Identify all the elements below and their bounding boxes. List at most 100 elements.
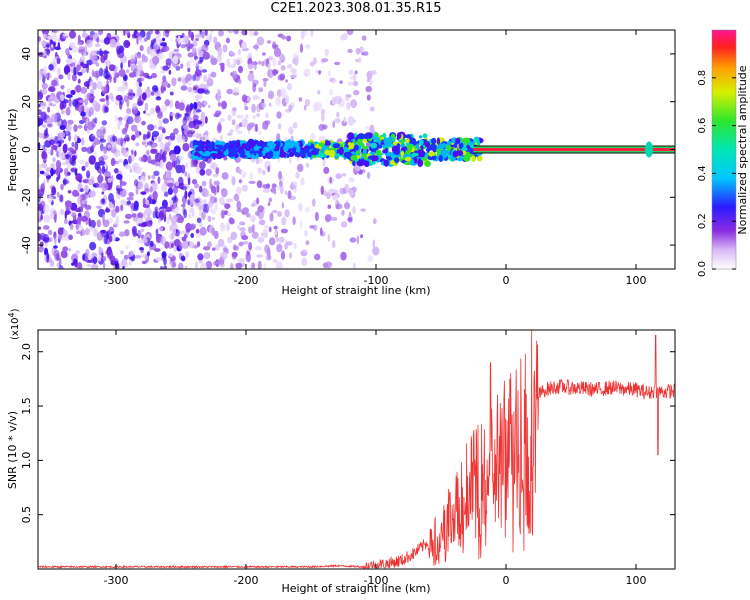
spectrogram-speckle — [79, 188, 84, 193]
spectrogram-speckle — [67, 147, 74, 152]
spectrogram-speckle — [360, 234, 363, 239]
spectrogram-speckle — [159, 236, 166, 245]
spectrogram-speckle — [154, 162, 161, 167]
echo-trace-blob — [422, 133, 428, 138]
spectrogram-speckle — [173, 128, 179, 135]
echo-trace-blob — [298, 140, 303, 148]
spectrogram-speckle — [175, 65, 181, 71]
spectrogram-speckle — [350, 99, 358, 109]
spectrogram-speckle — [154, 152, 162, 162]
spectrogram-speckle — [215, 261, 222, 265]
spectrogram-speckle — [194, 198, 200, 203]
spectrogram-speckle — [123, 254, 129, 260]
spectrogram-speckle — [135, 142, 140, 147]
spectrogram-speckle — [68, 42, 76, 49]
spectrogram-heatmap — [38, 30, 675, 269]
spectrogram-speckle — [196, 217, 202, 224]
spectrogram-speckle — [91, 54, 99, 65]
spectrogram-speckle — [38, 164, 42, 172]
spectrogram-speckle — [199, 226, 207, 236]
spectrogram-speckle — [288, 126, 294, 135]
spectrogram-speckle — [258, 131, 263, 136]
spectrogram-speckle — [257, 236, 265, 243]
echo-trace-blob — [238, 149, 246, 155]
spectrogram-speckle — [127, 253, 133, 258]
spectrogram-speckle — [43, 225, 50, 230]
spectrogram-speckle — [39, 241, 44, 248]
spectrogram-speckle — [104, 60, 112, 67]
spectrogram-speckle — [372, 239, 375, 249]
echo-trace-blob — [375, 149, 382, 156]
echo-trace-blob — [347, 141, 355, 150]
spectrogram-speckle — [289, 74, 297, 79]
echo-trace-blob — [444, 152, 448, 159]
echo-trace-blob — [343, 146, 348, 151]
spectrogram-speckle — [251, 231, 259, 239]
echo-trace-blob — [429, 143, 437, 151]
echo-trace-blob — [447, 141, 452, 145]
spectrogram-speckle — [138, 81, 143, 87]
spectrogram-speckle — [143, 72, 150, 78]
spectrogram-speckle — [153, 124, 157, 129]
spectrogram-speckle — [42, 233, 50, 244]
spectrogram-speckle — [256, 113, 261, 117]
echo-trace-blob — [404, 161, 412, 166]
spectrogram-speckle — [199, 168, 206, 176]
spectrogram-speckle — [310, 133, 316, 141]
spectrogram-speckle — [347, 217, 353, 222]
spectrogram-speckle — [226, 132, 233, 136]
spectrogram-speckle — [160, 70, 166, 74]
spectrogram-speckle — [77, 206, 84, 213]
spectrogram-speckle — [59, 125, 66, 130]
spectrogram-speckle — [271, 210, 278, 214]
spectrogram-speckle — [95, 43, 101, 48]
spectrogram-speckle — [184, 251, 189, 259]
spectrogram-speckle — [226, 58, 231, 67]
spectrogram-speckle — [113, 168, 119, 174]
spectrogram-speckle — [196, 241, 201, 247]
echo-trace-blob — [394, 157, 400, 163]
spectrogram-speckle — [92, 141, 96, 148]
spectrogram-speckle — [159, 226, 164, 232]
saturated-band-core — [473, 148, 675, 151]
spectrogram-speckle — [164, 241, 170, 249]
spectrogram-speckle — [159, 133, 163, 139]
spectrogram-speckle — [39, 170, 45, 175]
spectrogram-speckle — [104, 172, 111, 177]
spectrogram-speckle — [174, 100, 180, 110]
spectrogram-speckle — [268, 226, 272, 233]
spectrogram-speckle — [165, 170, 173, 179]
spectrogram-speckle — [155, 30, 160, 35]
spectrogram-speckle — [154, 248, 161, 252]
spectrogram-speckle — [285, 79, 288, 83]
spectrogram-speckle — [126, 136, 130, 142]
spectrogram-speckle — [160, 105, 168, 112]
spectrogram-speckle — [226, 222, 230, 232]
spectrogram-speckle — [235, 186, 242, 195]
spectrogram-speckle — [118, 69, 126, 77]
spectrogram-speckle — [230, 51, 233, 55]
spectrogram-speckle — [238, 242, 244, 247]
echo-trace-blob — [416, 143, 420, 150]
spectrogram-speckle — [161, 183, 168, 193]
spectrogram-speckle — [221, 172, 229, 180]
spectrogram-speckle — [84, 98, 89, 106]
spectrogram-speckle — [349, 76, 357, 80]
spectrogram-speckle — [68, 234, 73, 241]
spectrogram-speckle — [248, 241, 253, 251]
spectrogram-speckle — [353, 80, 359, 87]
spectrogram-speckle — [299, 220, 303, 229]
spectrogram-speckle — [332, 194, 339, 201]
spectrogram-speckle — [233, 193, 240, 202]
spectrogram-speckle — [43, 214, 51, 223]
spectrogram-speckle — [168, 69, 172, 75]
spectrogram-speckle — [150, 148, 158, 154]
spectrogram-speckle — [345, 94, 352, 98]
spectrogram-speckle — [192, 111, 196, 115]
spectrogram-speckle — [187, 67, 191, 73]
spectrogram-speckle — [62, 246, 69, 252]
spectrogram-speckle — [50, 94, 54, 98]
spectrogram-speckle — [280, 228, 288, 234]
spectrogram-speckle — [171, 77, 177, 87]
spectrogram-speckle — [60, 183, 64, 191]
